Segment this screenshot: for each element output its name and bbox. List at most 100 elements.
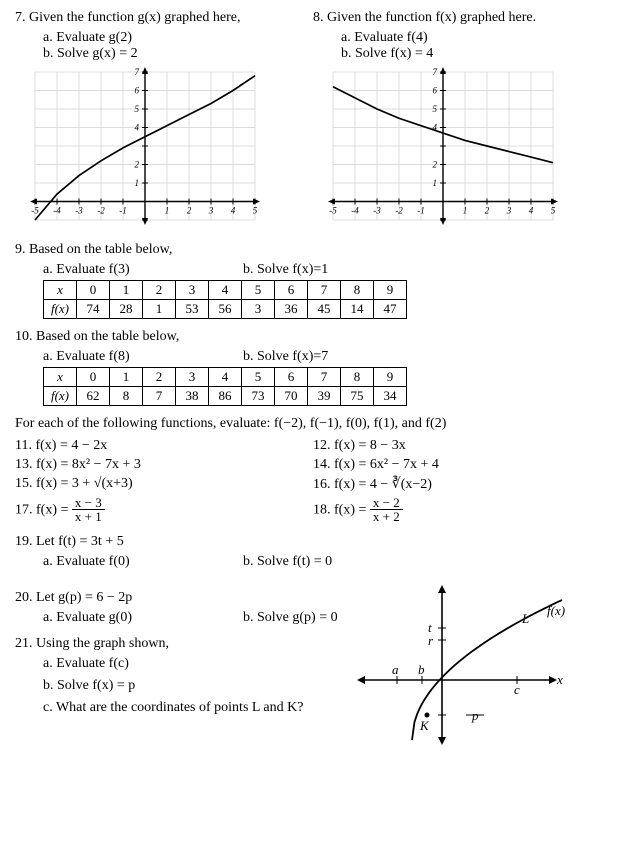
q7-b: b. Solve g(x) = 2	[43, 46, 313, 62]
q19-b: b. Solve f(t) = 0	[243, 554, 332, 570]
svg-text:4: 4	[231, 206, 236, 216]
f16: 16. f(x) = 4 − ∛(x−2)	[313, 476, 611, 493]
svg-text:3: 3	[506, 206, 512, 216]
f17-frac: x − 3 x + 1	[72, 496, 105, 524]
f17-lead: 17. f(x) =	[15, 502, 72, 517]
f18-frac: x − 2 x + 2	[370, 496, 403, 524]
q8-chart: -5-4-3-2-112345124567	[313, 64, 563, 234]
svg-text:5: 5	[551, 206, 556, 216]
svg-text:-4: -4	[351, 206, 359, 216]
svg-text:4: 4	[135, 123, 140, 133]
q9-b: b. Solve f(x)=1	[243, 262, 328, 278]
svg-text:K: K	[419, 718, 430, 733]
svg-text:-1: -1	[417, 206, 425, 216]
f12: 12. f(x) = 8 − 3x	[313, 438, 611, 454]
f18-den: x + 2	[370, 510, 403, 524]
q9-stem: 9. Based on the table below,	[15, 242, 611, 258]
svg-text:-2: -2	[97, 206, 105, 216]
q21-c: c. What are the coordinates of points L …	[43, 700, 352, 716]
q9-a: a. Evaluate f(3)	[43, 262, 243, 278]
q9-table: x0123456789f(x)742815356336451447	[43, 280, 407, 319]
q21-diagram-wrap: abctrpKLf(x)x	[352, 580, 611, 755]
q7-q8-row: 7. Given the function g(x) graphed here,…	[15, 10, 611, 242]
f14: 14. f(x) = 6x² − 7x + 4	[313, 457, 611, 473]
svg-text:1: 1	[165, 206, 170, 216]
q10-table: x0123456789f(x)628738867370397534	[43, 367, 407, 406]
q8-b: b. Solve f(x) = 4	[341, 46, 611, 62]
q8-stem: 8. Given the function f(x) graphed here.	[313, 10, 611, 26]
svg-text:2: 2	[433, 160, 438, 170]
svg-text:5: 5	[253, 206, 258, 216]
svg-text:1: 1	[433, 178, 438, 188]
q7-chart: -5 -4 -3 -2 -1 1 2 3 4 5 1 2 4 5 6 7	[15, 64, 265, 234]
q10-parts: a. Evaluate f(8) b. Solve f(x)=7	[15, 349, 611, 365]
q10: 10. Based on the table below, a. Evaluat…	[15, 329, 611, 406]
f15: 15. f(x) = 3 + √(x+3)	[15, 476, 313, 493]
svg-text:-3: -3	[373, 206, 381, 216]
q19-stem: 19. Let f(t) = 3t + 5	[15, 534, 611, 550]
svg-text:L: L	[521, 611, 529, 626]
q21-diagram: abctrpKLf(x)x	[352, 580, 572, 750]
q8: 8. Given the function f(x) graphed here.…	[313, 10, 611, 242]
q7: 7. Given the function g(x) graphed here,…	[15, 10, 313, 242]
q20-a: a. Evaluate g(0)	[43, 610, 243, 626]
svg-text:7: 7	[135, 67, 140, 77]
svg-text:-3: -3	[75, 206, 83, 216]
q20-21-left: 20. Let g(p) = 6 − 2p a. Evaluate g(0) b…	[15, 580, 352, 716]
svg-text:x: x	[556, 672, 563, 687]
q19-a: a. Evaluate f(0)	[43, 554, 243, 570]
svg-text:1: 1	[463, 206, 468, 216]
f18-num: x − 2	[370, 496, 403, 510]
q21-a: a. Evaluate f(c)	[43, 656, 352, 672]
svg-text:-1: -1	[119, 206, 127, 216]
svg-text:c: c	[514, 682, 520, 697]
q9: 9. Based on the table below, a. Evaluate…	[15, 242, 611, 319]
svg-text:5: 5	[135, 104, 140, 114]
f17: 17. f(x) = x − 3 x + 1	[15, 496, 313, 524]
svg-text:5: 5	[433, 104, 438, 114]
svg-text:-5: -5	[31, 206, 39, 216]
f18-lead: 18. f(x) =	[313, 502, 370, 517]
q10-stem: 10. Based on the table below,	[15, 329, 611, 345]
svg-text:3: 3	[208, 206, 214, 216]
svg-text:2: 2	[135, 160, 140, 170]
svg-text:-5: -5	[329, 206, 337, 216]
q20-b: b. Solve g(p) = 0	[243, 610, 338, 626]
f17-den: x + 1	[72, 510, 105, 524]
svg-text:2: 2	[187, 206, 192, 216]
svg-text:2: 2	[485, 206, 490, 216]
svg-text:a: a	[392, 662, 399, 677]
svg-text:b: b	[418, 662, 425, 677]
q19: 19. Let f(t) = 3t + 5 a. Evaluate f(0) b…	[15, 534, 611, 570]
q8-a: a. Evaluate f(4)	[341, 30, 611, 46]
eval-intro: For each of the following functions, eva…	[15, 416, 611, 432]
f11: 11. f(x) = 4 − 2x	[15, 438, 313, 454]
q7-stem: 7. Given the function g(x) graphed here,	[15, 10, 313, 26]
row-11-12: 11. f(x) = 4 − 2x 12. f(x) = 8 − 3x	[15, 438, 611, 454]
f17-num: x − 3	[72, 496, 105, 510]
q20: 20. Let g(p) = 6 − 2p a. Evaluate g(0) b…	[15, 590, 352, 626]
f13: 13. f(x) = 8x² − 7x + 3	[15, 457, 313, 473]
svg-text:-4: -4	[53, 206, 61, 216]
svg-text:-2: -2	[395, 206, 403, 216]
q7-a: a. Evaluate g(2)	[43, 30, 313, 46]
q10-a: a. Evaluate f(8)	[43, 349, 243, 365]
f18: 18. f(x) = x − 2 x + 2	[313, 496, 611, 524]
q21: 21. Using the graph shown, a. Evaluate f…	[15, 636, 352, 716]
svg-text:7: 7	[433, 67, 438, 77]
row-13-14: 13. f(x) = 8x² − 7x + 3 14. f(x) = 6x² −…	[15, 457, 611, 473]
svg-text:6: 6	[135, 86, 140, 96]
q20-parts: a. Evaluate g(0) b. Solve g(p) = 0	[15, 610, 352, 626]
svg-text:6: 6	[433, 86, 438, 96]
row-15-16: 15. f(x) = 3 + √(x+3) 16. f(x) = 4 − ∛(x…	[15, 476, 611, 493]
svg-text:1: 1	[135, 178, 140, 188]
svg-text:r: r	[428, 633, 434, 648]
q20-21-row: 20. Let g(p) = 6 − 2p a. Evaluate g(0) b…	[15, 580, 611, 755]
svg-text:4: 4	[529, 206, 534, 216]
q19-parts: a. Evaluate f(0) b. Solve f(t) = 0	[15, 554, 611, 570]
q10-b: b. Solve f(x)=7	[243, 349, 328, 365]
q9-parts: a. Evaluate f(3) b. Solve f(x)=1	[15, 262, 611, 278]
q21-b: b. Solve f(x) = p	[43, 678, 352, 694]
q20-stem: 20. Let g(p) = 6 − 2p	[15, 590, 352, 606]
q21-stem: 21. Using the graph shown,	[15, 636, 352, 652]
